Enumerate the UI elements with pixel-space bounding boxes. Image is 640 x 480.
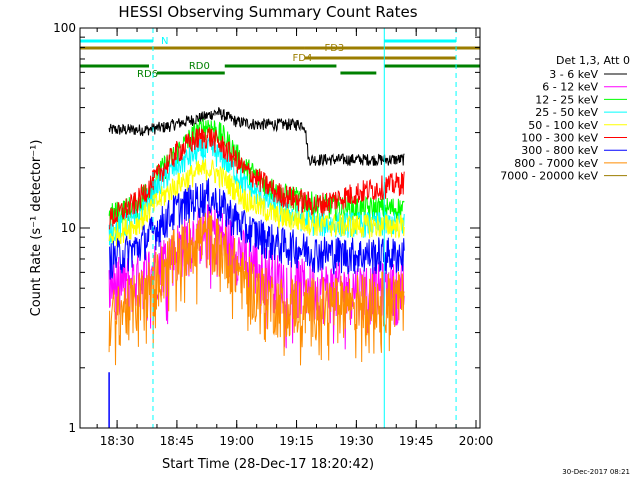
legend-label: 100 - 300 keV — [521, 132, 598, 145]
legend-label: 6 - 12 keV — [542, 81, 598, 94]
legend-label: 50 - 100 keV — [528, 119, 598, 132]
x-tick-label: 18:45 — [160, 434, 195, 448]
series-50-100keV — [108, 159, 405, 247]
chart-title: HESSI Observing Summary Count Rates — [118, 3, 417, 21]
legend-label: 800 - 7000 keV — [514, 157, 598, 170]
x-tick-label: 19:45 — [399, 434, 434, 448]
legend-label: 7000 - 20000 keV — [500, 170, 598, 183]
annotation-label-rd0: RD0 — [189, 61, 210, 72]
series-line — [108, 210, 405, 366]
x-axis-label: Start Time (28-Dec-17 18:20:42) — [162, 457, 374, 472]
legend-label: 300 - 800 keV — [521, 144, 598, 157]
series-800-7000keV — [108, 210, 405, 366]
data-series-layer — [108, 106, 405, 428]
annotation-label-fd3: FD3 — [324, 43, 344, 54]
legend-label: 3 - 6 keV — [549, 68, 598, 81]
x-tick-label: 19:30 — [339, 434, 374, 448]
legend-header: Det 1,3, Att 0 — [556, 54, 630, 67]
y-tick-label: 10 — [61, 221, 76, 235]
series-3-6keV — [108, 106, 405, 167]
x-tick-label: 20:00 — [459, 434, 494, 448]
annotation-label-n: N — [161, 36, 168, 47]
series-100-300keV — [108, 126, 405, 230]
axes: 18:30 18:45 19:00 19:15 19:30 19:45 20:00 1 10 10… — [53, 21, 493, 448]
series-line — [109, 178, 405, 280]
series-25-50keV — [108, 136, 405, 246]
y-tick-label: 100 — [53, 21, 76, 35]
y-axis-label: Count Rate (s⁻¹ detector⁻¹) — [29, 140, 44, 317]
series-line — [108, 106, 405, 167]
marker-lines — [152, 28, 457, 428]
x-tick-label: 19:15 — [279, 434, 314, 448]
x-tick-label: 19:00 — [219, 434, 254, 448]
series-line — [108, 126, 405, 230]
x-tick-label: 18:30 — [100, 434, 135, 448]
footer-timestamp: 30-Dec-2017 08:21 — [562, 468, 630, 476]
series-line — [108, 136, 405, 246]
legend-label: 25 - 50 keV — [535, 106, 598, 119]
series-300-800keV — [109, 178, 405, 280]
annotation-label-fd4: FD4 — [293, 53, 313, 64]
legend-label: 12 - 25 keV — [535, 93, 598, 106]
y-tick-label: 1 — [68, 421, 76, 435]
chart-title-text: HESSI Observing Summary Count Rates — [118, 3, 417, 21]
annotation-layer: N FD3 FD4 RD0 RD6 — [80, 36, 480, 80]
series-line — [108, 159, 405, 247]
annotation-label-rd6: RD6 — [137, 69, 158, 80]
